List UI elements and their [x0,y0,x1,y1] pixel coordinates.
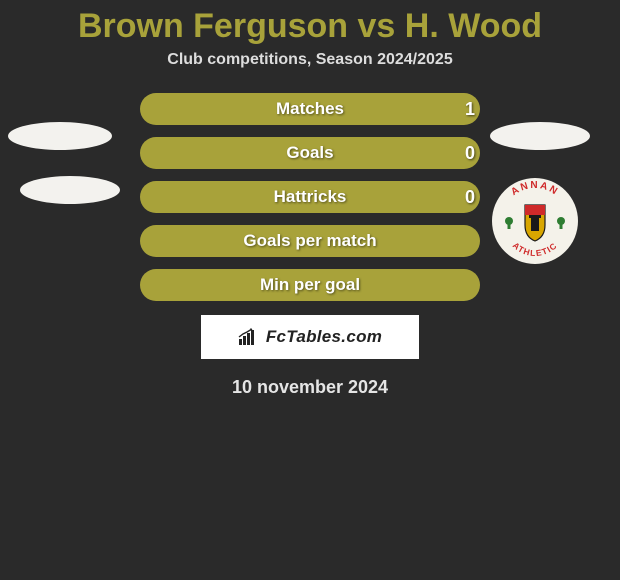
stat-label: Goals [286,143,333,163]
stat-label: Hattricks [274,187,347,207]
bar-chart-icon [238,328,260,346]
stat-label: Goals per match [243,231,376,251]
vs-text: vs [358,7,396,45]
stat-value-player2: 0 [465,181,475,213]
page-title: Brown Ferguson vs H. Wood [0,0,620,51]
comparison-infographic: Brown Ferguson vs H. Wood Club competiti… [0,0,620,580]
stat-row: Goals per match [0,225,620,257]
stat-bar: Hattricks [140,181,480,213]
brand-box: FcTables.com [201,315,419,359]
brand-text: FcTables.com [266,327,382,347]
date-text: 10 november 2024 [0,377,620,398]
stat-value-player2: 1 [465,93,475,125]
subtitle: Club competitions, Season 2024/2025 [0,51,620,93]
stat-row: Hattricks 0 [0,181,620,213]
stats-rows: Matches 1 Goals 0 Hattricks 0 Goals per match M… [0,93,620,301]
stat-label: Matches [276,99,344,119]
stat-bar: Min per goal [140,269,480,301]
player2-name: H. Wood [405,7,542,45]
stat-value-player2: 0 [465,137,475,169]
player1-name: Brown Ferguson [78,7,348,45]
stat-label: Min per goal [260,275,360,295]
stat-bar: Matches [140,93,480,125]
stat-bar: Goals [140,137,480,169]
stat-row: Min per goal [0,269,620,301]
stat-bar: Goals per match [140,225,480,257]
stat-row: Matches 1 [0,93,620,125]
stat-row: Goals 0 [0,137,620,169]
